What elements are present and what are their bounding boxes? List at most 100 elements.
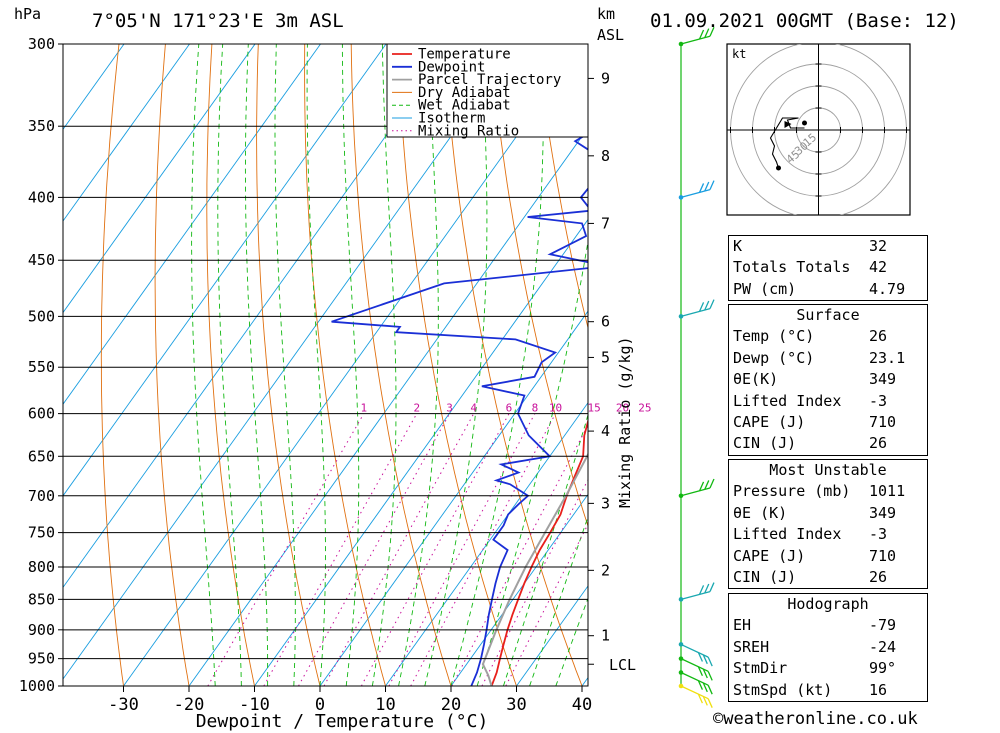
pressure-tick-label: 650 — [28, 447, 55, 465]
height-tick-label: 8 — [601, 147, 610, 165]
wind-barb — [678, 180, 715, 200]
wet-adiabat-line — [341, 44, 360, 686]
row-value: -3 — [869, 391, 888, 410]
mixing-ratio-line — [298, 413, 451, 686]
isotherm-line — [63, 44, 321, 405]
row-value: 4.79 — [869, 279, 906, 298]
height-tick-label: 2 — [601, 561, 610, 579]
row-value: 349 — [869, 503, 897, 522]
row-value: 26 — [869, 434, 888, 453]
isotherm-line — [385, 402, 588, 686]
dry-adiabat-line — [397, 44, 517, 686]
wind-barb — [678, 642, 713, 667]
mixing-ratio-axis-title: Mixing Ratio (g/kg) — [616, 336, 634, 508]
plot-frame — [62, 43, 589, 687]
row-label: Temp (°C) — [733, 327, 815, 346]
dry-adiabat-line — [350, 44, 452, 686]
row-label: Dewp (°C) — [733, 348, 815, 367]
legend-entry-label: Isotherm — [418, 111, 485, 127]
legend-box — [386, 43, 589, 138]
pressure-tick-label: 950 — [28, 650, 55, 668]
mixing-ratio-line — [323, 413, 475, 686]
height-tick-label: 9 — [601, 69, 610, 87]
mixing-ratio-label: 3 — [446, 402, 453, 415]
height-unit-asl: ASL — [597, 26, 625, 44]
table-row: Pressure (mb) 1011 — [729, 481, 927, 502]
row-label: CAPE (J) — [733, 546, 806, 565]
table-row: θE (K) 349 — [729, 503, 927, 524]
height-tick-label: 6 — [601, 313, 610, 331]
isotherm-line — [63, 44, 518, 680]
wind-barb — [678, 478, 715, 499]
storm-motion-marker — [784, 121, 792, 128]
table-row: Dewp (°C) 23.1 — [729, 348, 927, 369]
row-value: 26 — [869, 327, 888, 346]
row-label: StmDir — [733, 659, 788, 678]
pressure-tick-label: 550 — [28, 358, 55, 376]
row-value: -24 — [869, 637, 897, 656]
pressure-tick-label: 750 — [28, 524, 55, 542]
wind-barb — [678, 299, 715, 319]
table-row: CAPE (J) 710 — [729, 546, 927, 567]
table-row: StmDir 99° — [729, 658, 927, 679]
pressure-tick-label: 450 — [28, 251, 55, 269]
dewpoint-profile — [331, 132, 588, 686]
table-title: Most Unstable — [769, 461, 887, 479]
general-indices-table: K 32 Totals Totals 42 PW (cm) 4.79 — [728, 235, 928, 302]
table-row: Lifted Index -3 — [729, 391, 927, 412]
row-label: PW (cm) — [733, 279, 797, 298]
row-value: -3 — [869, 525, 888, 544]
row-value: -79 — [869, 616, 897, 635]
row-label: θE(K) — [733, 370, 779, 389]
mixing-ratio-label: 15 — [588, 402, 601, 415]
row-value: 710 — [869, 546, 897, 565]
height-tick-label: 1 — [601, 627, 610, 645]
temperature-tick-label: 0 — [315, 695, 325, 715]
row-value: 42 — [869, 258, 888, 277]
temperature-tick-label: 40 — [572, 695, 592, 715]
pressure-unit-label: hPa — [14, 5, 42, 23]
height-tick-label: 4 — [601, 422, 610, 440]
isotherm-line — [63, 44, 256, 314]
row-label: Totals Totals — [733, 258, 851, 277]
wind-barb — [678, 582, 715, 602]
wind-barb — [678, 26, 715, 47]
lcl-label: LCL — [609, 656, 636, 674]
hodograph-indices-table: Hodograph EH -79 SREH -24 StmDir 99° StmSpd (kt… — [728, 593, 928, 703]
table-row: Totals Totals 42 — [729, 257, 927, 278]
mixing-ratio-label: 25 — [638, 402, 651, 415]
isotherm-line — [63, 44, 190, 222]
pressure-tick-label: 300 — [28, 35, 55, 53]
legend-entry-label: Dry Adiabat — [418, 85, 511, 101]
pressure-tick-label: 350 — [28, 117, 55, 135]
x-axis-title: Dewpoint / Temperature (°C) — [196, 711, 489, 732]
table-row: θE(K) 349 — [729, 369, 927, 390]
pressure-tick-label: 800 — [28, 558, 55, 576]
wet-adiabat-line — [306, 44, 326, 686]
temperature-tick-label: 30 — [506, 695, 526, 715]
legend-entry-label: Wet Adiabat — [418, 98, 511, 114]
mixing-ratio-label: 4 — [470, 402, 477, 415]
row-label: SREH — [733, 637, 770, 656]
wet-adiabat-line — [424, 44, 488, 686]
height-tick-label: 5 — [601, 348, 610, 366]
wind-barb — [678, 656, 713, 681]
dry-adiabat-line — [443, 44, 583, 686]
table-row: StmSpd (kt) 16 — [729, 680, 927, 701]
mixing-ratio-label: 20 — [616, 402, 629, 415]
isotherm-line — [123, 44, 583, 686]
table-row: K 32 — [729, 236, 927, 257]
row-label: CIN (J) — [733, 434, 797, 453]
legend-entry-label: Dewpoint — [418, 59, 485, 75]
wet-adiabat-line — [274, 44, 296, 686]
mixing-ratio-label: 2 — [413, 402, 420, 415]
legend-entry-label: Mixing Ratio — [418, 123, 519, 139]
parcel-trajectory — [481, 452, 588, 686]
height-tick-label: 3 — [601, 494, 610, 512]
isotherm-line — [319, 310, 588, 686]
row-label: CIN (J) — [733, 568, 797, 587]
row-label: Lifted Index — [733, 525, 842, 544]
